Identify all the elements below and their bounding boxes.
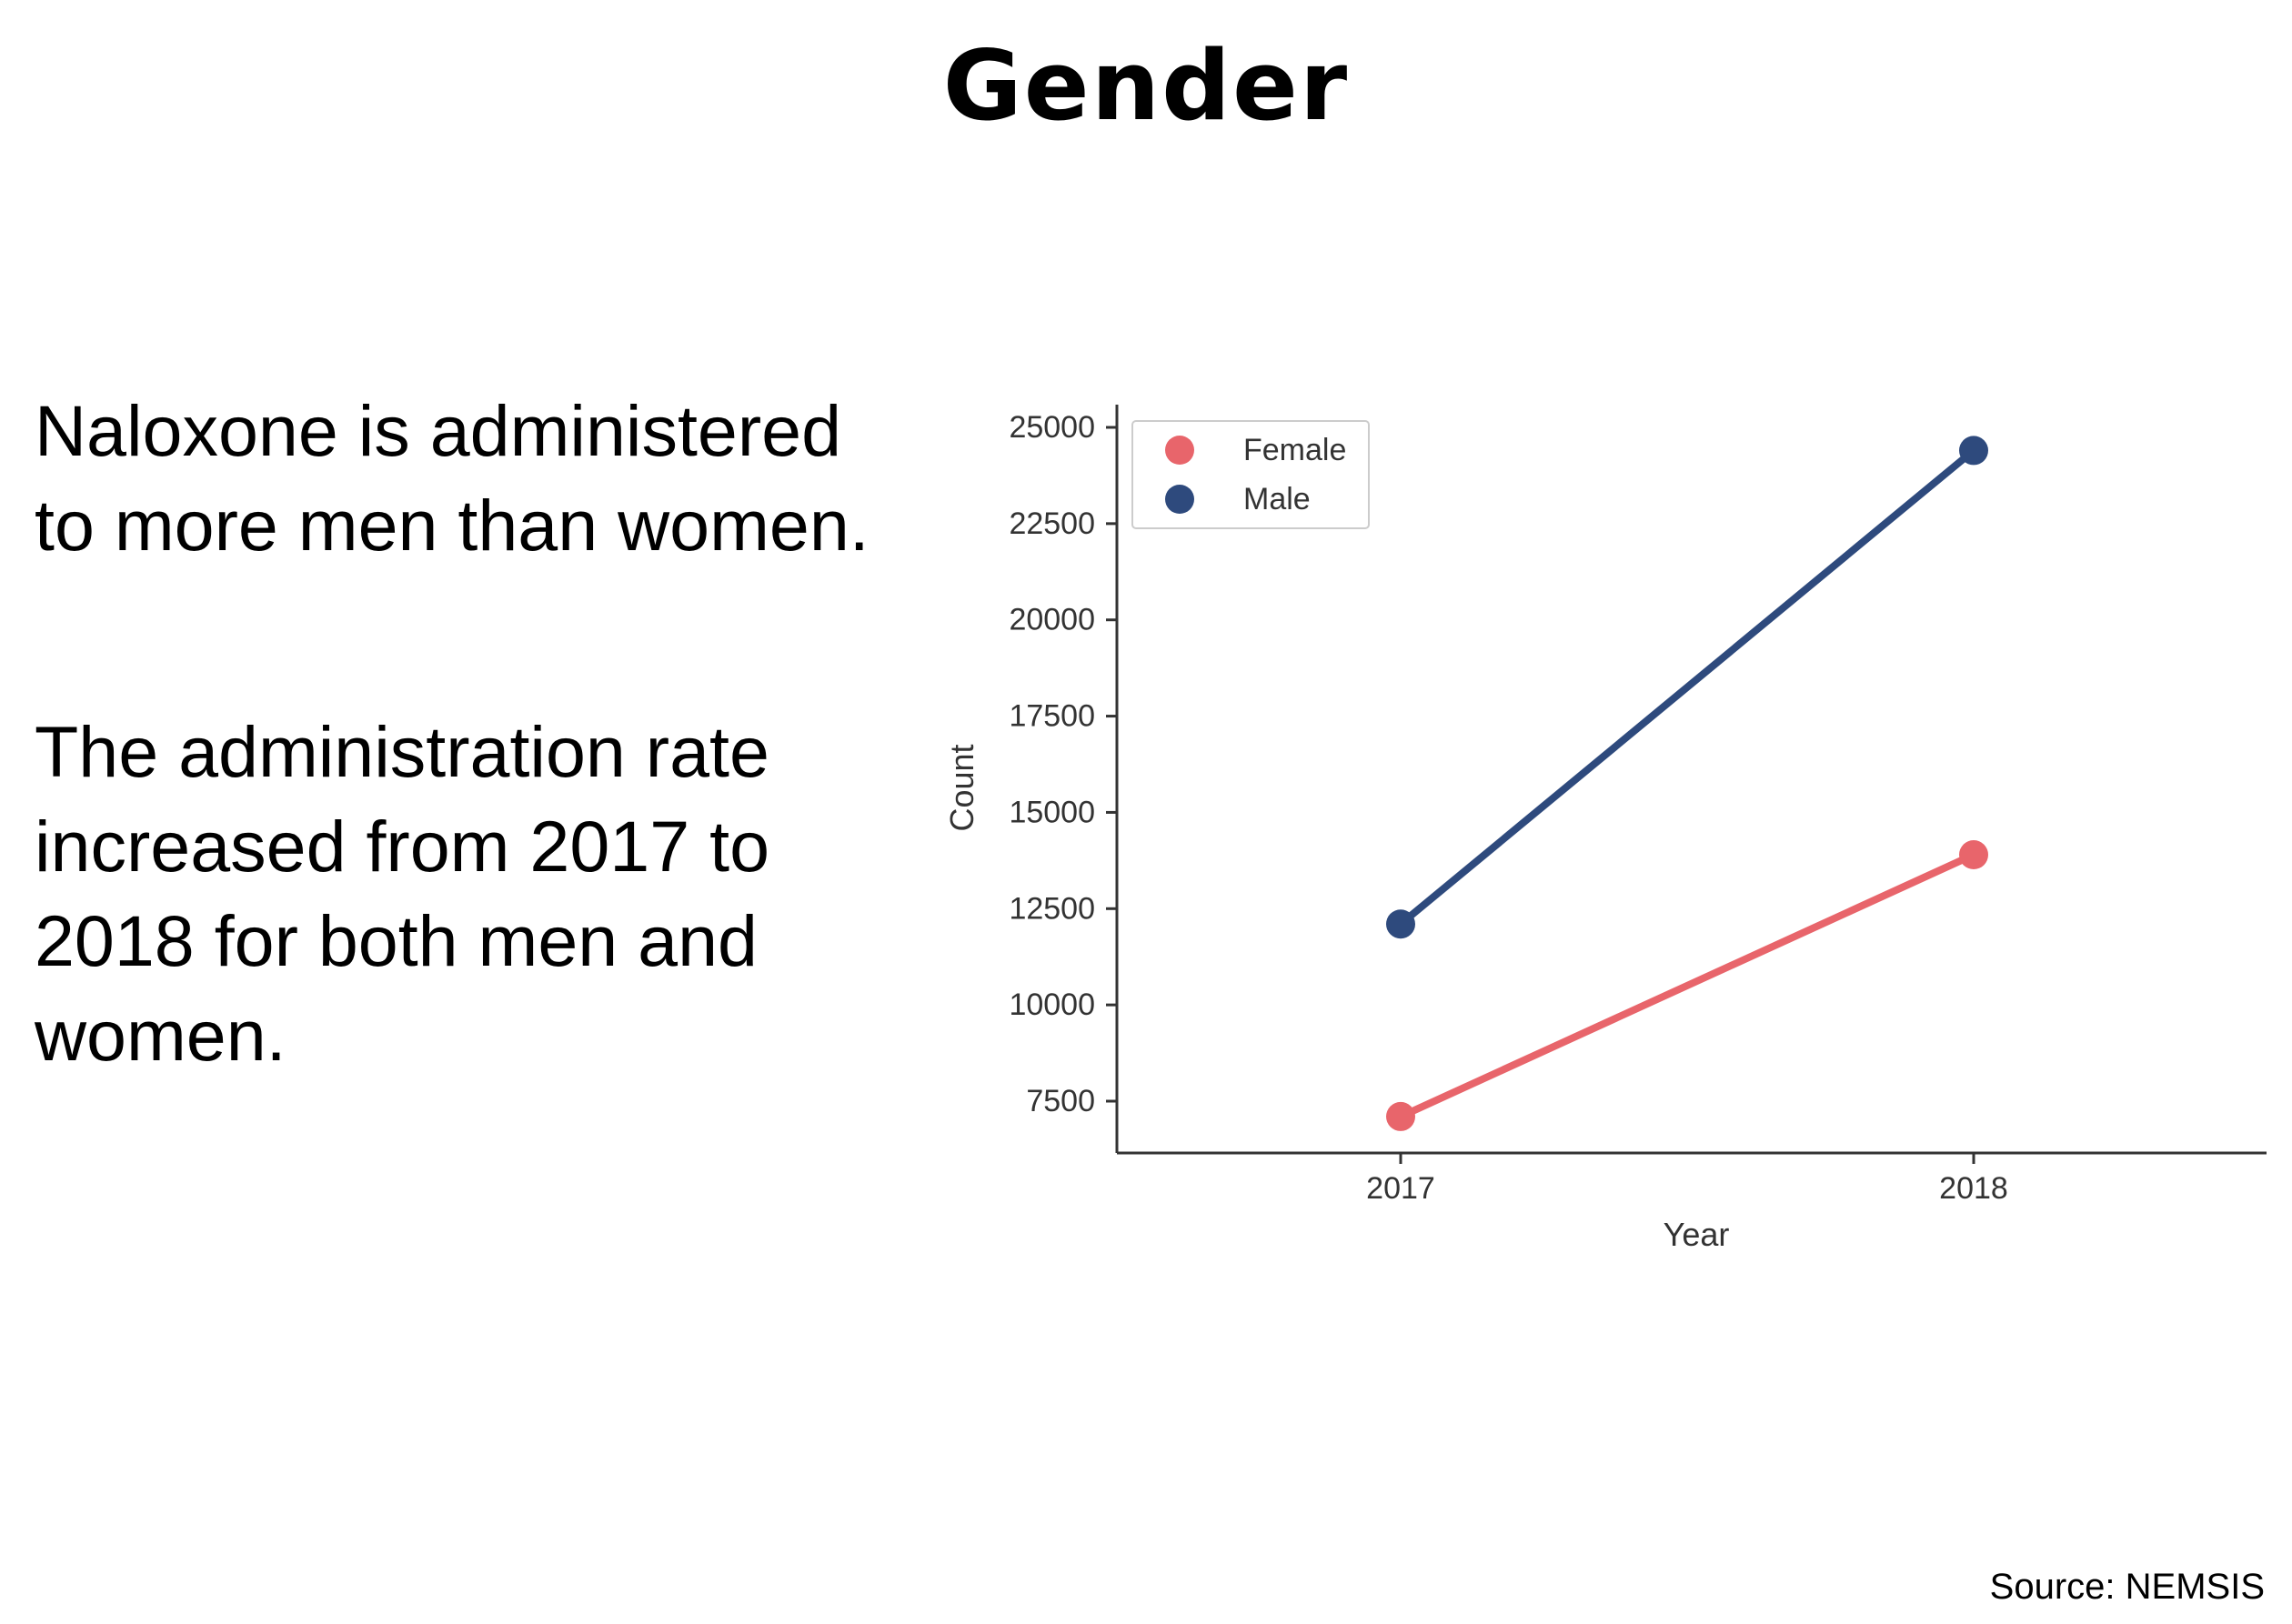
chart-legend: Female Male bbox=[1131, 420, 1370, 529]
y-tick-label: 10000 bbox=[1009, 987, 1095, 1022]
data-point-male-2018 bbox=[1959, 436, 1988, 466]
x-tick-label: 2018 bbox=[1939, 1171, 2008, 1206]
y-tick-label: 7500 bbox=[1026, 1084, 1095, 1118]
x-axis-title: Year bbox=[1664, 1216, 1730, 1253]
y-tick-label: 25000 bbox=[1009, 410, 1095, 445]
y-tick-label: 20000 bbox=[1009, 603, 1095, 637]
legend-marker-male bbox=[1165, 485, 1194, 514]
chart-series bbox=[1386, 436, 1988, 1131]
y-tick-label: 12500 bbox=[1009, 891, 1095, 926]
chart-axes: 7500 10000 12500 15000 17500 20000 22500 25000 2… bbox=[943, 405, 2267, 1253]
y-axis-title: Count bbox=[943, 744, 980, 831]
legend-label-male: Male bbox=[1243, 482, 1311, 516]
y-tick-label: 17500 bbox=[1009, 699, 1095, 734]
slide-title: Gender bbox=[942, 30, 1350, 142]
series-line-male bbox=[1397, 446, 1977, 928]
y-tick-label: 15000 bbox=[1009, 795, 1095, 829]
series-line-female bbox=[1397, 851, 1977, 1120]
summary-paragraph-trend: The administration rate increased from 2… bbox=[35, 711, 770, 1076]
source-citation: Source: NEMSIS bbox=[1989, 1567, 2265, 1607]
data-point-female-2017 bbox=[1386, 1101, 1415, 1131]
y-tick-label: 22500 bbox=[1009, 506, 1095, 541]
legend-label-female: Female bbox=[1243, 433, 1346, 467]
data-point-male-2017 bbox=[1386, 909, 1415, 939]
legend-marker-female bbox=[1165, 436, 1194, 465]
x-tick-label: 2017 bbox=[1366, 1171, 1435, 1206]
summary-paragraph-men-vs-women: Naloxone is administered to more men tha… bbox=[35, 390, 870, 566]
data-point-female-2018 bbox=[1959, 840, 1988, 870]
